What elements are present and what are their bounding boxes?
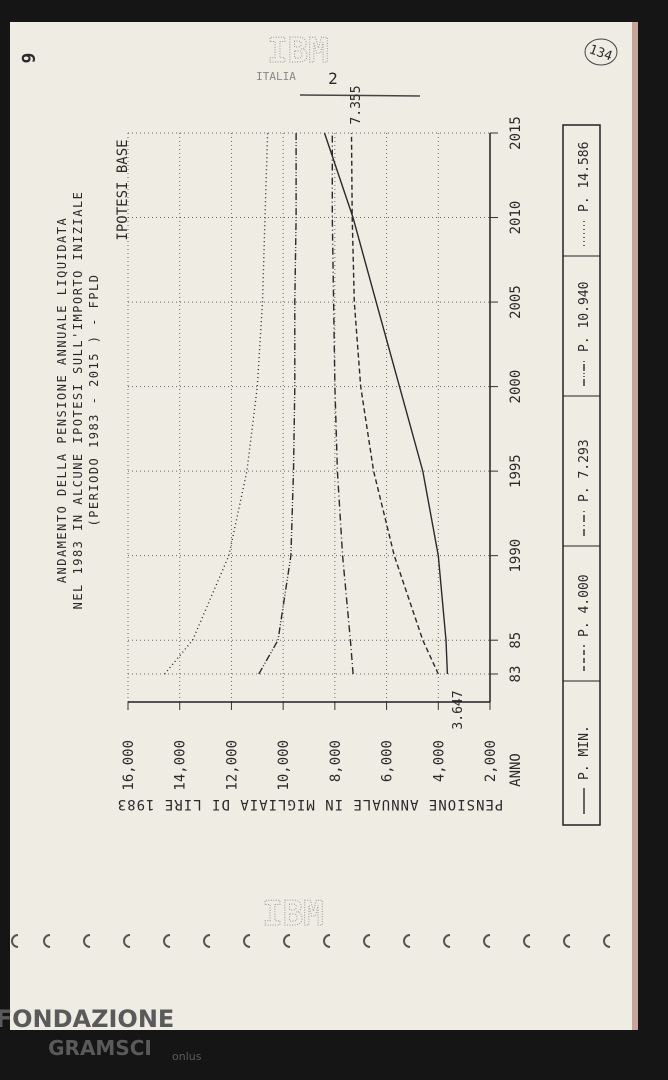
logo-top-sub: ITALIA xyxy=(256,70,296,83)
chart: ANDAMENTO DELLA PENSIONE ANNUALE LIQUIDA… xyxy=(55,85,601,826)
series-line xyxy=(350,132,439,675)
chart-title: NEL 1983 IN ALCUNE IPOTESI SULL'IMPORTO … xyxy=(71,191,85,610)
legend-box xyxy=(562,124,601,826)
archive-circle xyxy=(584,38,618,66)
page-number: 6 xyxy=(17,53,38,64)
y-tick-label: 2,000 xyxy=(483,740,499,782)
sheet-number: 2 xyxy=(328,69,338,88)
y-tick-label: 10,000 xyxy=(276,740,292,791)
binder-holes xyxy=(11,934,611,948)
y-tick-label: 14,000 xyxy=(173,740,189,791)
series-line xyxy=(323,132,449,675)
x-tick-label: 2010 xyxy=(508,201,524,235)
logo-top: IBM xyxy=(267,31,328,71)
pen-stroke xyxy=(299,94,421,97)
watermark: onlus xyxy=(172,1050,202,1063)
paper-edge xyxy=(632,22,638,1030)
x-tick-label: 2000 xyxy=(508,370,524,404)
legend-label: P. 14.586 xyxy=(577,142,592,212)
y-tick-label: 16,000 xyxy=(121,740,137,791)
legend-label: P. 7.293 xyxy=(577,439,592,502)
chart-subtitle: IPOTESI BASE xyxy=(115,139,131,240)
x-tick-label: 85 xyxy=(508,632,524,649)
chart-title: (PERIODO 1983 - 2015 ) - FPLD xyxy=(87,273,101,526)
x-tick-label: 2015 xyxy=(508,116,524,150)
legend-label: P. MIN. xyxy=(577,725,592,780)
y-tick-label: 12,000 xyxy=(224,740,240,791)
watermark: FONDAZIONE xyxy=(0,1005,174,1033)
annotation: 3.647 xyxy=(451,690,466,729)
annotation: 7.355 xyxy=(349,85,364,124)
y-axis-label: PENSIONE ANNUALE IN MIGLIAIA DI LIRE 198… xyxy=(117,796,504,812)
series-line xyxy=(331,133,354,675)
x-tick-label: 1990 xyxy=(508,539,524,573)
chart-title: ANDAMENTO DELLA PENSIONE ANNUALE LIQUIDA… xyxy=(55,217,69,583)
x-axis-label: ANNO xyxy=(508,753,524,787)
logo-bottom: IBM xyxy=(262,894,323,934)
legend-label: P. 10.940 xyxy=(577,282,592,352)
x-tick-label: 2005 xyxy=(508,285,524,319)
series-line xyxy=(164,132,269,675)
watermark: GRAMSCI xyxy=(48,1036,152,1060)
x-tick-label: 1995 xyxy=(508,454,524,488)
x-tick-label: 83 xyxy=(508,666,524,683)
legend-label: P. 4.000 xyxy=(577,574,592,637)
y-tick-label: 8,000 xyxy=(328,740,344,782)
y-tick-label: 6,000 xyxy=(380,740,396,782)
y-tick-label: 4,000 xyxy=(431,740,447,782)
paper xyxy=(10,22,632,1030)
